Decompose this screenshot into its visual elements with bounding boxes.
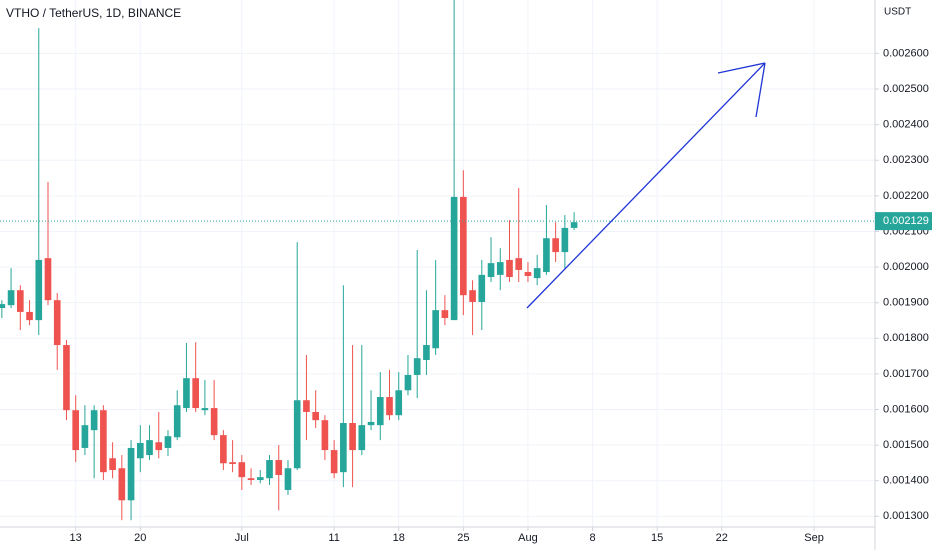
- x-tick-label: 22: [716, 532, 728, 544]
- candle-body: [524, 272, 532, 276]
- candle-body: [0, 304, 6, 309]
- candle-body: [136, 442, 144, 459]
- candle-body: [330, 450, 338, 474]
- y-tick-label: 0.001700: [883, 368, 929, 380]
- candle-body: [183, 378, 190, 409]
- candle-body: [44, 258, 52, 301]
- y-tick-label: 0.002300: [883, 154, 929, 166]
- candle-body: [238, 462, 246, 478]
- candle-body: [26, 311, 33, 321]
- x-tick-label: 20: [134, 532, 146, 544]
- candle-body: [275, 460, 283, 476]
- candle-body: [155, 442, 163, 451]
- candle-body: [173, 405, 181, 438]
- candle-body: [63, 345, 70, 411]
- candle-body: [478, 274, 486, 302]
- candle-body: [340, 423, 347, 473]
- y-tick-label: 0.001900: [883, 297, 929, 309]
- candle-body: [109, 458, 116, 471]
- candle-body: [506, 259, 513, 278]
- grid: [0, 0, 875, 527]
- candle-body: [35, 259, 43, 321]
- candle-body: [247, 478, 255, 480]
- candle-body: [570, 222, 578, 228]
- candle-body: [552, 238, 559, 253]
- axes: 0.001300 0.001400 0.001500 0.001600 0.001700…: [70, 47, 932, 544]
- candle-body: [201, 408, 209, 411]
- candle-body: [469, 290, 476, 302]
- y-tick-label: 0.001800: [883, 332, 929, 344]
- y-unit: USDT: [884, 7, 911, 18]
- candle-body: [164, 436, 172, 448]
- candle-body: [460, 196, 467, 296]
- candle-body: [487, 263, 495, 278]
- x-tick-label: Jul: [235, 532, 249, 544]
- candle-body: [146, 440, 153, 456]
- candle-body: [395, 390, 403, 416]
- candle-body: [543, 238, 550, 273]
- x-tick-label: 18: [393, 532, 405, 544]
- candle-body: [432, 310, 439, 349]
- candle-body: [284, 468, 292, 490]
- drawing-arrow: [526, 62, 766, 309]
- candle-body: [100, 410, 107, 473]
- x-tick-label: 25: [457, 532, 469, 544]
- y-tick-label: 0.002500: [883, 83, 929, 95]
- last-price-label: 0.002129: [883, 215, 929, 227]
- x-tick-label: 15: [651, 532, 663, 544]
- chart-title: VTHO / TetherUS, 1D, BINANCE: [6, 6, 181, 20]
- candle-body: [413, 358, 421, 375]
- y-tick-label: 0.002400: [883, 119, 929, 131]
- candle-body: [423, 345, 430, 360]
- x-tick-label: Sep: [804, 532, 824, 544]
- candle-body: [386, 397, 393, 416]
- candle-body: [293, 400, 301, 469]
- candle-body: [303, 400, 310, 412]
- candle-body: [118, 468, 126, 501]
- candle-body: [220, 435, 227, 464]
- candle-body: [266, 460, 273, 479]
- candle-body: [376, 397, 384, 426]
- candle-body: [256, 477, 264, 480]
- candle-body: [53, 300, 61, 346]
- y-tick-label: 0.001500: [883, 439, 929, 451]
- y-tick-label: 0.001400: [883, 475, 929, 487]
- x-tick-label: 13: [70, 532, 82, 544]
- candle-body: [81, 425, 89, 448]
- candle-body: [533, 268, 541, 279]
- candle-body: [90, 410, 98, 431]
- x-tick-label: 11: [328, 532, 339, 544]
- candle-body: [192, 378, 199, 409]
- candle-body: [321, 420, 329, 451]
- y-tick-label: 0.002600: [883, 47, 929, 59]
- candle-body: [561, 227, 569, 253]
- candle-body: [312, 411, 319, 421]
- candle-body: [72, 410, 80, 451]
- x-tick-label: Aug: [518, 532, 538, 544]
- candle-body: [515, 258, 523, 270]
- candle-body: [358, 425, 366, 451]
- y-tick-label: 0.001300: [883, 510, 929, 522]
- candle-body: [229, 462, 236, 464]
- y-tick-label: 0.002000: [883, 261, 929, 273]
- last-price-box: [875, 212, 932, 231]
- candle-body: [16, 290, 24, 312]
- y-tick-label: 0.001600: [883, 403, 929, 415]
- candle-body: [404, 374, 412, 391]
- y-tick-label: 0.002200: [883, 190, 929, 202]
- candles: [0, 0, 875, 521]
- candle-body: [441, 310, 449, 318]
- candle-body: [349, 423, 356, 451]
- candle-body: [127, 447, 135, 501]
- candle-body: [7, 290, 15, 306]
- candle-body: [496, 262, 504, 275]
- candle-body: [450, 196, 458, 321]
- x-tick-label: 8: [590, 532, 596, 544]
- candle-body: [210, 408, 218, 436]
- candle-body: [367, 421, 375, 426]
